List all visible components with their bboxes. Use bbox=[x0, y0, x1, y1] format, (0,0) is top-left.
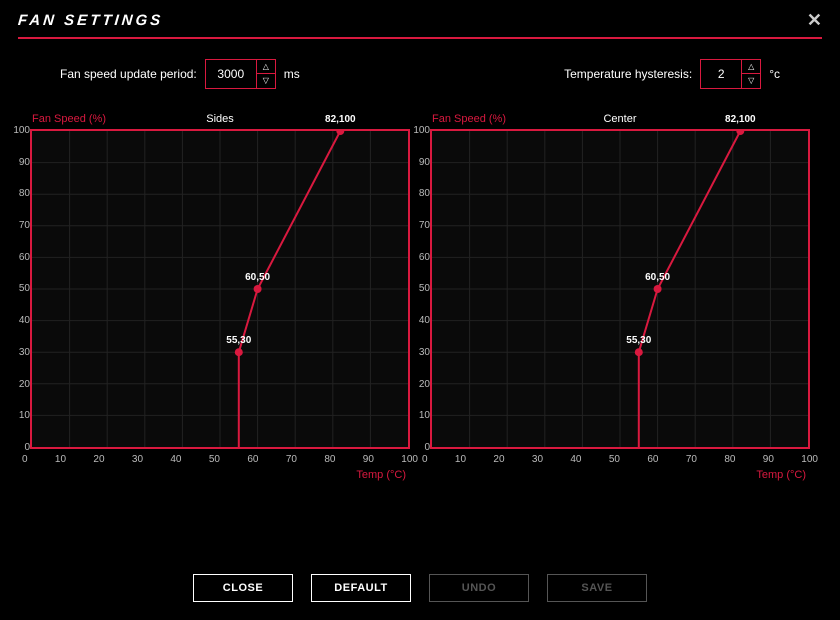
default-button[interactable]: DEFAULT bbox=[311, 574, 411, 602]
chart-point-label: 60,50 bbox=[245, 272, 270, 283]
hysteresis-down[interactable]: ▽ bbox=[742, 74, 760, 88]
close-button[interactable]: CLOSE bbox=[193, 574, 293, 602]
close-icon[interactable]: ✕ bbox=[807, 10, 822, 31]
chart-sides-plot[interactable]: 1009080706050403020100 01020304050607080… bbox=[30, 129, 410, 449]
page-title: FAN SETTINGS bbox=[17, 12, 164, 29]
update-period-down[interactable]: ▽ bbox=[257, 74, 275, 88]
chart-sides-ylabel: Fan Speed (%) bbox=[32, 113, 106, 125]
header-divider bbox=[18, 37, 822, 39]
chart-point-label: 60,50 bbox=[645, 272, 670, 283]
chart-sides-xlabel: Temp (°C) bbox=[30, 469, 410, 481]
chart-sides: Fan Speed (%) Sides x 100908070605040302… bbox=[30, 113, 410, 481]
chart-point-label: 82,100 bbox=[725, 114, 756, 125]
hysteresis-unit: °c bbox=[769, 67, 780, 81]
hysteresis-input[interactable] bbox=[701, 60, 741, 88]
hysteresis-up[interactable]: △ bbox=[742, 60, 760, 74]
update-period-input-group: △ ▽ bbox=[205, 59, 276, 89]
update-period-up[interactable]: △ bbox=[257, 60, 275, 74]
chart-center-title: Center bbox=[603, 113, 636, 125]
hysteresis-input-group: △ ▽ bbox=[700, 59, 761, 89]
chart-point-label: 55,30 bbox=[226, 335, 251, 346]
chart-point-label: 82,100 bbox=[325, 114, 356, 125]
chart-point-label: 55,30 bbox=[626, 335, 651, 346]
chart-center-xlabel: Temp (°C) bbox=[430, 469, 810, 481]
chart-center: Fan Speed (%) Center x 10090807060504030… bbox=[430, 113, 810, 481]
save-button[interactable]: SAVE bbox=[547, 574, 647, 602]
undo-button[interactable]: UNDO bbox=[429, 574, 529, 602]
update-period-unit: ms bbox=[284, 67, 300, 81]
update-period-label: Fan speed update period: bbox=[60, 67, 197, 81]
chart-center-ylabel: Fan Speed (%) bbox=[432, 113, 506, 125]
update-period-input[interactable] bbox=[206, 60, 256, 88]
chart-center-plot[interactable]: 1009080706050403020100 01020304050607080… bbox=[430, 129, 810, 449]
hysteresis-label: Temperature hysteresis: bbox=[564, 67, 692, 81]
chart-sides-title: Sides bbox=[206, 113, 234, 125]
